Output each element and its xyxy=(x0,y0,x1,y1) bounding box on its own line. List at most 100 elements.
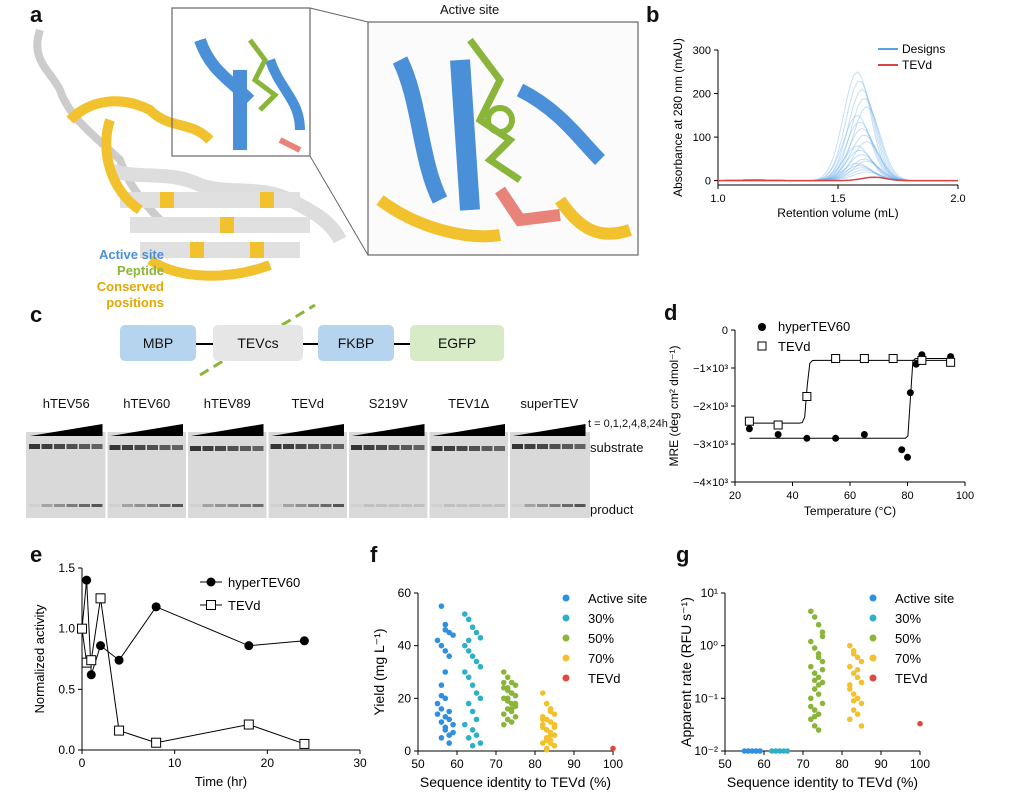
point-50pct xyxy=(815,691,822,697)
legend-dot xyxy=(562,654,570,662)
gel-lane-label: TEV1Δ xyxy=(448,396,490,411)
point-50pct xyxy=(501,679,507,686)
point-tevd xyxy=(610,745,616,752)
point-50pct xyxy=(819,629,826,636)
point-30pct xyxy=(465,637,472,644)
x-tick-label: 70 xyxy=(796,757,810,771)
point-50pct xyxy=(811,645,818,651)
point-active-site xyxy=(446,653,452,659)
point-30pct xyxy=(469,653,476,659)
point-30pct xyxy=(477,740,484,746)
point-active-site xyxy=(438,706,445,712)
legend-label: 30% xyxy=(588,611,614,626)
substrate-band xyxy=(431,446,443,451)
legend-label: 70% xyxy=(588,651,614,666)
point-70pct xyxy=(847,686,853,692)
gel-lane-label: hTEV89 xyxy=(203,396,251,411)
product-band xyxy=(388,504,400,507)
point-30pct xyxy=(465,674,472,681)
point-50pct xyxy=(508,706,515,712)
substrate-band xyxy=(333,444,344,449)
legend-tevd: TEVd xyxy=(228,598,261,613)
point-active-site xyxy=(753,748,759,754)
product-band xyxy=(66,504,78,507)
point-30pct xyxy=(469,742,476,749)
time-wedge xyxy=(30,424,103,436)
tevd-point xyxy=(773,420,783,430)
domain-tevcs: TEVcs xyxy=(213,325,303,361)
x-axis-label: Temperature (°C) xyxy=(804,504,896,518)
point-50pct xyxy=(512,682,519,688)
substrate-band xyxy=(122,445,133,450)
gel-lane-label: hTEV56 xyxy=(42,396,90,411)
domain-mbp: MBP xyxy=(120,325,196,361)
substrate-band xyxy=(308,444,319,449)
substrate-band xyxy=(147,445,158,450)
point-70pct xyxy=(850,697,857,704)
legend-dot xyxy=(869,634,877,642)
point-30pct xyxy=(477,663,484,670)
product-band xyxy=(29,504,40,507)
tevd-point xyxy=(95,593,106,604)
legend-dot xyxy=(562,674,570,682)
point-70pct xyxy=(547,732,554,738)
substrate-band xyxy=(202,446,214,451)
point-70pct xyxy=(854,711,861,717)
product-band xyxy=(549,504,561,507)
point-active-site xyxy=(450,729,456,736)
point-50pct xyxy=(504,674,511,681)
point-30pct xyxy=(462,642,468,649)
product-band xyxy=(79,504,90,507)
point-active-site xyxy=(745,748,752,754)
point-50pct xyxy=(811,677,818,684)
y-tick-label: 200 xyxy=(693,89,711,101)
point-70pct xyxy=(850,691,857,697)
point-70pct xyxy=(543,746,550,753)
domain-egfp: EGFP xyxy=(410,325,504,361)
point-50pct xyxy=(815,674,822,681)
legend-dot xyxy=(869,614,877,622)
point-30pct xyxy=(776,748,783,754)
point-50pct xyxy=(811,614,818,620)
y-tick-label: 10⁰ xyxy=(700,639,718,653)
time-wedge xyxy=(513,424,586,436)
hypertev60-point xyxy=(745,425,753,433)
chart-g-rate: 50 60 70 80 90 100 10⁻² 10⁻¹ 10⁰ 10¹ Sequence iden… xyxy=(678,586,954,790)
product-band xyxy=(202,504,214,507)
legend-conserved: Conserved positions xyxy=(96,279,164,310)
legend-label: 50% xyxy=(588,631,614,646)
time-wedge xyxy=(432,424,505,436)
point-active-site xyxy=(442,695,449,702)
point-active-site xyxy=(438,642,445,649)
point-70pct xyxy=(847,682,853,688)
tevd-point xyxy=(86,655,97,666)
point-active-site xyxy=(438,603,445,609)
point-active-site xyxy=(434,637,441,644)
y-tick-label: 10⁻² xyxy=(694,744,718,758)
x-axis-label: Sequence identity to TEVd (%) xyxy=(420,774,611,790)
tevd-point xyxy=(917,355,927,365)
product-band xyxy=(363,504,375,507)
tevd-trace xyxy=(718,176,958,182)
point-70pct xyxy=(847,716,853,723)
legend-marker-hypertev60 xyxy=(206,577,216,587)
hypertev60-point xyxy=(82,575,92,585)
point-active-site xyxy=(442,713,449,720)
legend-label: TEVd xyxy=(895,671,928,686)
panel-label-c: c xyxy=(30,302,43,327)
tevd-point xyxy=(888,354,898,363)
hypertev60-point xyxy=(860,431,868,438)
product-band xyxy=(512,504,523,507)
panel-label-b: b xyxy=(646,2,660,27)
y-tick-label: 100 xyxy=(693,132,711,144)
product-band xyxy=(41,504,53,507)
hypertev60-line xyxy=(81,580,305,675)
design-trace xyxy=(717,88,958,182)
chart-d-thermal-melt: 20 40 60 80 100 0 −1×10³ −2×10³ −3×10³ −4×10³ Temp… xyxy=(667,319,974,518)
legend-marker-tevd xyxy=(206,600,216,610)
substrate-band xyxy=(252,446,264,451)
panel-label-f: f xyxy=(370,542,378,567)
product-band xyxy=(240,504,251,507)
tevd-point xyxy=(77,623,87,634)
hypertev60-point xyxy=(906,389,914,397)
